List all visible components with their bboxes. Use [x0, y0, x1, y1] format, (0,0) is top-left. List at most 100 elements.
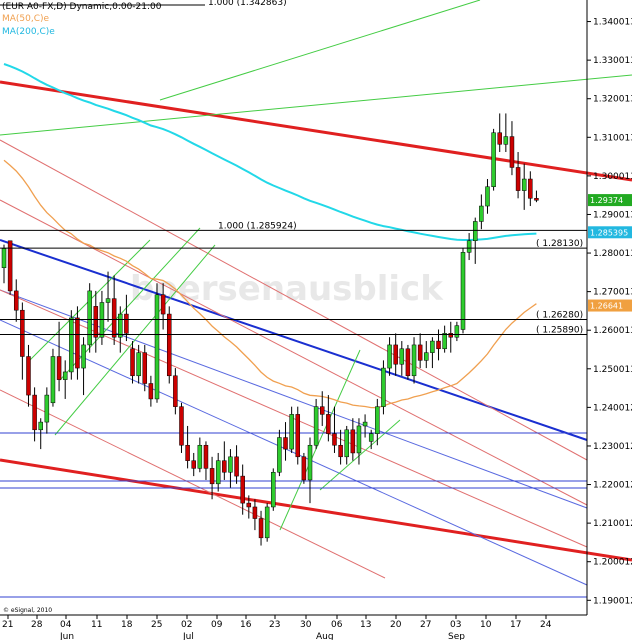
candle-up: [491, 132, 496, 187]
candle-down: [7, 240, 13, 292]
candle-up: [197, 444, 203, 469]
candle-down: [148, 383, 154, 400]
x-tick-label: 11: [91, 620, 102, 630]
month-label: Jul: [182, 632, 194, 640]
candle-up: [264, 506, 270, 539]
candle-down: [179, 406, 184, 446]
candle-up: [313, 406, 319, 446]
candle-down: [240, 475, 245, 504]
candle-up: [411, 344, 417, 377]
x-tick-label: 13: [360, 620, 371, 630]
watermark-text: boersenausblick: [130, 269, 444, 309]
red-trendline-lower: [0, 458, 632, 562]
candle-up: [387, 344, 392, 369]
level-label: ( 1.28130): [536, 239, 583, 249]
candle-up: [356, 425, 362, 454]
ma50-line: [3, 159, 537, 409]
y-tick-label: 1.330013: [593, 56, 632, 66]
candle-up: [44, 394, 50, 423]
level-label: ( 1.25890): [536, 326, 583, 336]
ma50-label: MA(50,C)e: [2, 14, 50, 24]
candle-down: [319, 406, 325, 415]
x-tick-label: 21: [2, 620, 13, 630]
ma200-label: MA(200,C)e: [2, 27, 55, 37]
price-tag: [588, 299, 632, 312]
candle-down: [246, 502, 252, 508]
candle-up: [381, 367, 386, 407]
x-tick-label: 16: [240, 620, 252, 630]
y-tick-label: 1.320013: [593, 95, 632, 105]
candle-down: [393, 344, 398, 365]
x-tick-label: 27: [420, 620, 431, 630]
candle-up: [38, 421, 43, 431]
candle-up: [521, 178, 527, 191]
candle-up: [228, 456, 233, 473]
candle-up: [81, 344, 86, 369]
red-trendline-upper: [0, 80, 632, 182]
watermark: boersenausblick: [130, 269, 444, 309]
candle-down: [26, 356, 31, 396]
candle-up: [154, 294, 160, 400]
candle-up: [69, 317, 74, 373]
candle-down: [111, 298, 117, 338]
candle-up: [1, 248, 7, 269]
month-label: Jun: [59, 632, 74, 640]
y-tick-label: 1.200012: [593, 558, 632, 568]
month-label: Aug: [316, 632, 334, 640]
candle-down: [13, 290, 19, 311]
price-tag: [588, 194, 632, 207]
x-tick-label: 25: [151, 620, 162, 630]
price-tag-label: 1.285395: [590, 228, 628, 237]
candle-down: [209, 468, 215, 485]
candle-up: [50, 356, 56, 404]
candle-down: [234, 456, 239, 477]
x-tick-label: 28: [31, 620, 43, 630]
candle-down: [124, 313, 129, 334]
candle-down: [258, 518, 264, 539]
candle-down: [326, 414, 331, 434]
candle-down: [338, 444, 343, 458]
candle-down: [534, 198, 539, 201]
candle-up: [399, 348, 405, 365]
month-label: Sep: [448, 632, 465, 640]
candle-up: [466, 240, 472, 253]
candle-up: [307, 444, 313, 481]
price-tag-label: 1.29374: [590, 196, 623, 205]
candle-up: [479, 205, 484, 222]
y-tick-label: 1.270013: [593, 288, 632, 298]
candle-down: [448, 333, 454, 338]
candle-up: [424, 352, 429, 361]
candle-down: [166, 313, 172, 377]
x-tick-label: 20: [390, 620, 402, 630]
price-tag-label: 1.26641: [590, 302, 623, 311]
candle-up: [344, 429, 349, 458]
candle-up: [277, 437, 282, 473]
level-label: 1.000 (1.285924): [218, 221, 297, 231]
blue-channel-2: [0, 319, 588, 586]
candle-up: [454, 325, 460, 338]
green-fan-1: [0, 74, 632, 136]
y-tick-label: 1.300013: [593, 172, 632, 182]
candle-down: [191, 460, 196, 469]
candle-up: [118, 313, 123, 338]
candle-down: [130, 348, 135, 377]
red-channel-2: [0, 199, 588, 506]
level-lines: 1.000 (1.285924) ( 1.28130) ( 1.26280) ( 1.…: [0, 4, 587, 336]
x-tick-label: 09: [211, 620, 223, 630]
candle-down: [283, 437, 288, 450]
candle-up: [215, 460, 221, 485]
red-channel-3: [0, 389, 386, 579]
copyright-label: © eSignal, 2010: [3, 607, 52, 614]
x-tick-label: 04: [60, 620, 72, 630]
candle-up: [375, 406, 380, 434]
candle-up: [271, 471, 276, 508]
green-pitchfork-1: [54, 244, 216, 436]
candle-down: [301, 456, 307, 481]
candle-down: [417, 344, 423, 361]
x-tick-label: 24: [540, 620, 552, 630]
x-tick-label: 06: [331, 620, 343, 630]
x-tick-label: 02: [181, 620, 192, 630]
